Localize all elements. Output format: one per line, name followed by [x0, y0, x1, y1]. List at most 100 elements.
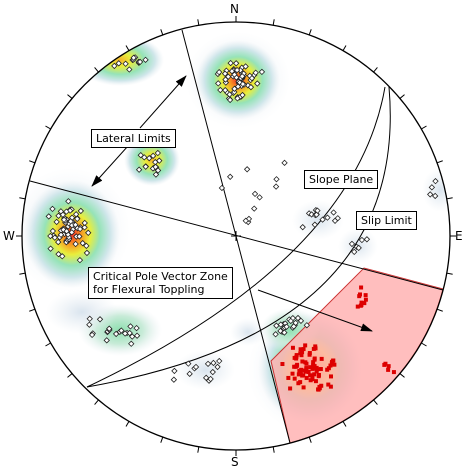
pole-marker — [251, 205, 258, 212]
pole-marker — [277, 321, 284, 328]
pole-marker — [122, 60, 129, 67]
pole-marker — [202, 374, 210, 381]
pole-marker — [121, 330, 129, 337]
pole-marker — [331, 217, 339, 224]
pole-marker — [76, 233, 83, 240]
critical-pole-marker — [304, 366, 309, 371]
azimuth-tick — [197, 446, 200, 453]
pole-marker — [133, 324, 140, 332]
pole-marker — [154, 167, 162, 174]
structural-lines — [29, 29, 444, 444]
pole-marker — [242, 63, 249, 70]
pole-marker — [55, 250, 62, 258]
critical-pole-marker — [355, 304, 360, 309]
pole-marker — [432, 192, 439, 200]
pole-marker — [232, 60, 240, 67]
pole-marker — [233, 66, 241, 74]
east-label: E — [455, 229, 463, 243]
critical-pole-markers — [280, 285, 396, 392]
pole-marker — [49, 205, 56, 213]
pole-marker — [254, 80, 261, 87]
critical-pole-marker — [325, 367, 330, 372]
critical-pole-marker — [319, 356, 324, 361]
critical-pole-marker — [303, 369, 308, 374]
pole-marker — [149, 152, 157, 160]
west-label: W — [3, 229, 15, 243]
pole-marker — [59, 253, 66, 260]
pole-marker — [226, 96, 234, 104]
critical-pole-marker — [316, 387, 321, 392]
azimuth-tick — [308, 436, 312, 443]
lateral-limits-label: Lateral Limits — [91, 129, 176, 148]
pole-marker — [106, 325, 113, 332]
pole-marker — [221, 70, 229, 77]
critical-pole-marker — [304, 375, 309, 380]
pole-marker — [272, 183, 280, 190]
critical-pole-marker — [318, 367, 323, 372]
azimuth-tick — [125, 45, 130, 51]
critical-pole-marker — [391, 370, 396, 375]
pole-marker — [49, 227, 57, 235]
center-mark — [231, 231, 241, 241]
critical-pole-marker — [359, 285, 364, 290]
pole-marker — [239, 91, 246, 99]
critical-pole-marker — [311, 360, 316, 365]
critical-pole-marker — [299, 353, 304, 358]
pole-marker — [126, 66, 133, 73]
pole-marker — [277, 327, 284, 335]
pole-marker — [204, 360, 212, 368]
critical-pole-marker — [331, 358, 336, 363]
azimuth-tick — [29, 160, 36, 164]
azimuth-tick — [436, 160, 443, 164]
pole-marker — [115, 60, 122, 67]
pole-marker — [53, 218, 60, 226]
pole-marker — [297, 317, 305, 325]
critical-pole-marker — [363, 293, 368, 298]
pole-marker — [273, 176, 280, 183]
pole-marker — [65, 198, 72, 205]
pole-marker — [63, 228, 70, 235]
pole-marker — [67, 218, 74, 225]
critical-pole-marker — [329, 361, 334, 366]
critical-pole-marker — [386, 367, 391, 372]
pole-marker — [76, 256, 84, 264]
pole-marker — [47, 232, 54, 240]
critical-pole-marker — [296, 372, 301, 377]
azimuth-tick — [272, 446, 275, 453]
azimuth-tick — [436, 308, 443, 312]
pole-marker — [231, 88, 238, 96]
critical-pole-marker — [308, 365, 313, 370]
critical-pole-marker — [310, 366, 315, 371]
pole-marker — [239, 73, 246, 80]
critical-pole-marker — [290, 371, 295, 376]
critical-pole-marker — [359, 303, 364, 308]
pole-marker — [222, 76, 229, 83]
pole-marker — [214, 363, 221, 371]
pole-marker — [55, 238, 62, 246]
pole-marker — [142, 163, 149, 170]
critical-pole-marker — [298, 347, 303, 352]
critical-zone-arrow — [257, 289, 373, 332]
critical-pole-marker — [326, 382, 331, 387]
pole-marker — [215, 68, 223, 76]
pole-marker — [81, 219, 88, 227]
azimuth-tick — [446, 197, 453, 200]
pole-marker — [170, 376, 178, 383]
pole-marker — [207, 375, 214, 383]
north-label: N — [230, 2, 239, 16]
critical-pole-marker — [286, 375, 291, 380]
critical-pole-marker — [312, 357, 317, 362]
azimuth-tick — [197, 19, 200, 26]
azimuth-tick — [94, 399, 99, 405]
pole-marker — [60, 216, 68, 223]
azimuth-tick — [399, 373, 405, 378]
critical-pole-marker — [359, 300, 364, 305]
pole-marker — [228, 68, 236, 75]
azimuth-tick — [308, 29, 312, 36]
azimuth-tick — [45, 125, 51, 130]
pole-marker — [281, 159, 288, 167]
pole-markers — [45, 54, 439, 384]
pole-marker — [185, 360, 192, 367]
south-label: S — [231, 455, 239, 469]
